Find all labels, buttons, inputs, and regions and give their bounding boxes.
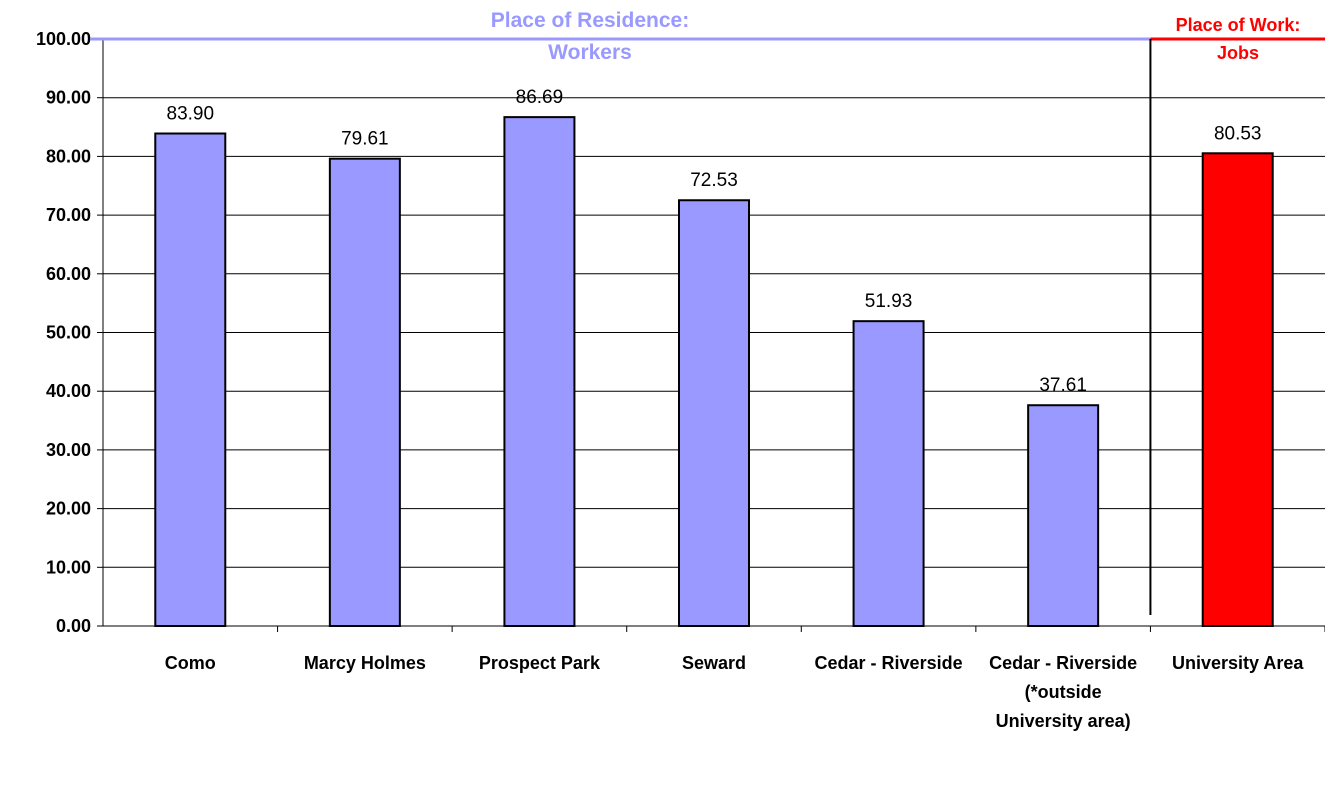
y-tick-label: 30.00: [46, 440, 91, 460]
y-tick-label: 60.00: [46, 264, 91, 284]
annotation: Place of Work: Jobs: [1176, 15, 1301, 63]
x-tick-label: Como: [165, 653, 216, 673]
x-tick-label: Seward: [682, 653, 746, 673]
x-tick-label: Marcy Holmes: [304, 653, 426, 673]
x-tick-label: University Area: [1172, 653, 1304, 673]
value-label: 80.53: [1214, 123, 1262, 144]
value-label: 51.93: [865, 291, 913, 312]
bar: [678, 199, 750, 627]
value-label: 86.69: [516, 87, 564, 108]
y-tick-label: 90.00: [46, 88, 91, 108]
y-tick-label: 100.00: [36, 29, 91, 49]
value-label: 72.53: [690, 170, 738, 191]
y-tick-label: 10.00: [46, 557, 91, 577]
annotation: Place of Residence: Workers: [491, 9, 689, 64]
y-tick-label: 0.00: [56, 616, 91, 636]
x-tick-label: Cedar - Riverside: [815, 653, 963, 673]
y-tick-label: 20.00: [46, 499, 91, 519]
bar: [503, 116, 576, 627]
bar: [1201, 152, 1274, 627]
y-tick-label: 80.00: [46, 146, 91, 166]
y-tick-label: 70.00: [46, 205, 91, 225]
y-tick-label: 50.00: [46, 323, 91, 343]
x-tick-label: Cedar - Riverside (*outside University are…: [989, 653, 1137, 731]
y-tick-label: 40.00: [46, 381, 91, 401]
value-label: 79.61: [341, 129, 389, 150]
x-tick-label: Prospect Park: [479, 653, 601, 673]
value-label: 83.90: [167, 104, 215, 125]
bar: [328, 157, 401, 627]
bar: [1027, 404, 1100, 628]
bar: [154, 132, 227, 628]
bar: [852, 320, 925, 627]
value-label: 37.61: [1039, 375, 1087, 396]
